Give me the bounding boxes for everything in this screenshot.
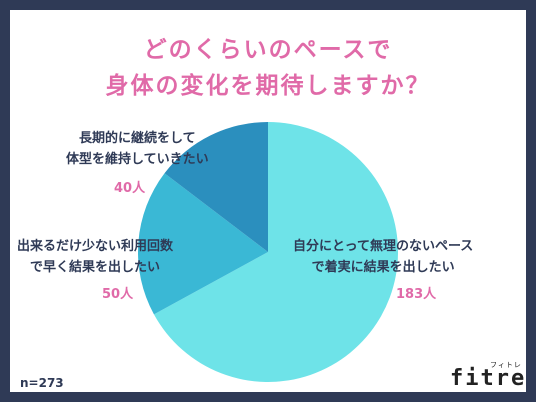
brand-logo-kana: フィトレ [490,361,522,369]
chart-title-line2: 身体の変化を期待しますか？ [105,73,431,99]
slice-count-40: 40人 [114,181,146,196]
sample-size-label: n=273 [20,376,64,390]
slice-label-50: 出来るだけ少ない利用回数 で早く結果を出したい [17,239,174,275]
slice-count-50: 50人 [102,287,134,302]
slice-count-183: 183人 [396,287,437,302]
chart-title-line1: どのくらいのペースで [143,37,393,63]
pie-slice-50 [137,173,268,315]
pie-slice-183 [153,122,399,382]
pie-slice-40 [164,122,268,252]
brand-logo: fitre [450,366,527,391]
slice-label-40: 長期的に継続をして 体型を維持していきたい [66,131,209,167]
slice-label-183: 自分にとって無理のないペース で着実に結果を出したい [293,239,474,275]
